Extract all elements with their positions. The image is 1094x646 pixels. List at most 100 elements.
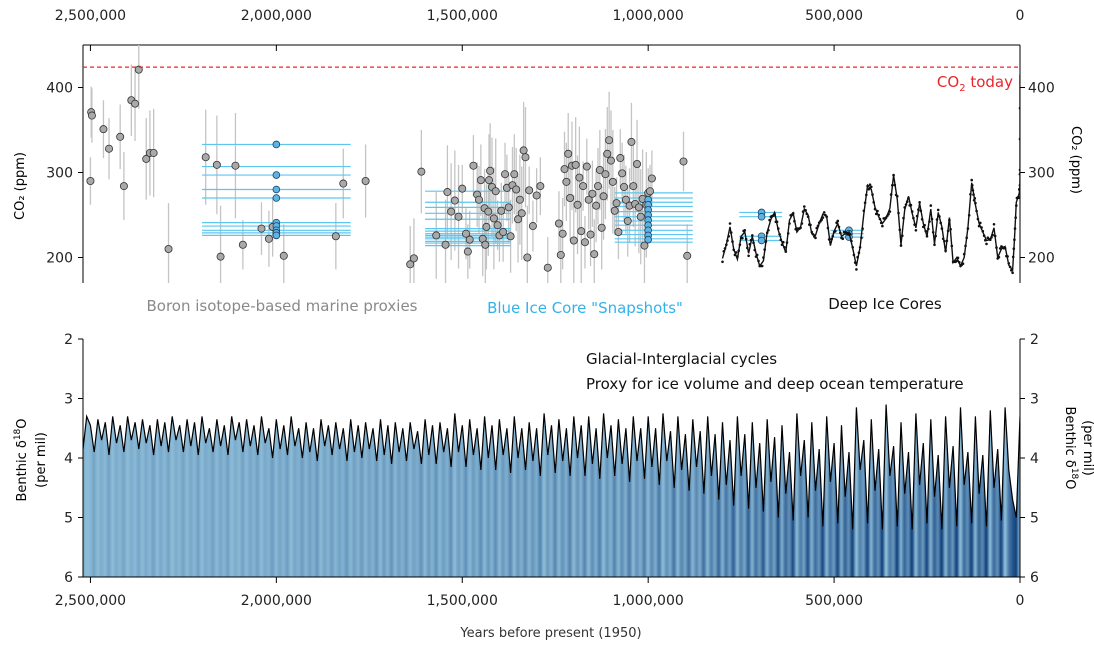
boron-point [264, 234, 273, 243]
deep-ice-point [865, 193, 868, 197]
boron-point [606, 156, 615, 165]
boron-point [523, 253, 532, 262]
boron-point [564, 149, 573, 158]
deep-ice-point [721, 260, 724, 264]
deep-ice-point [920, 218, 924, 221]
co2-right-tick-label: 400 [1028, 81, 1055, 97]
boron-point [618, 169, 627, 178]
boron-point [87, 111, 96, 120]
deep-ice-point [837, 225, 841, 229]
boron-point [149, 148, 158, 157]
boron-point [485, 176, 494, 185]
boron-point [562, 177, 571, 186]
deep-ice-point [1013, 227, 1017, 230]
deep-ice-point [765, 231, 769, 235]
benthic-right-tick-label: 5 [1030, 511, 1039, 527]
boron-point [515, 195, 524, 204]
deep-ice-point [974, 201, 977, 205]
deep-ice-point [961, 262, 965, 266]
deep-ice-point [1012, 247, 1016, 250]
boron-point [627, 137, 636, 146]
deep-ice-point [1017, 196, 1020, 199]
deep-ice-point [977, 224, 981, 228]
deep-ice-point [743, 229, 747, 232]
deep-ice-series [721, 74, 1020, 273]
boron-point [592, 201, 601, 210]
boron-point [646, 187, 655, 196]
boron-point [406, 260, 415, 269]
deep-ice-point [969, 193, 972, 196]
deep-ice-point [941, 237, 945, 241]
deep-ice-point [1018, 187, 1020, 190]
deep-ice-point [737, 249, 740, 252]
deep-ice-point [852, 253, 856, 257]
boron-point [463, 247, 472, 256]
co2-y-ticks: 200 200 300 300 400 400 [46, 81, 1054, 267]
boron-point [231, 161, 240, 170]
boron-point [580, 238, 589, 247]
deep-ice-point [826, 226, 830, 230]
deep-ice-point [972, 199, 976, 202]
deep-ice-point [918, 201, 921, 204]
deep-ice-point [747, 254, 750, 258]
boron-point [603, 149, 612, 158]
deep-ice-point [791, 212, 795, 215]
boron-point [517, 209, 526, 218]
boron-point [582, 162, 591, 171]
co2-left-tick-label: 200 [46, 251, 73, 267]
co2-right-tick-label: 300 [1028, 166, 1055, 182]
deep-ice-point [853, 261, 857, 264]
benthic-left-tick-label: 3 [64, 392, 73, 408]
boron-point [212, 160, 221, 169]
deep-ice-point [995, 246, 998, 249]
deep-ice-point [829, 240, 832, 244]
deep-ice-point [991, 233, 994, 237]
benthic-right-tick-label: 3 [1030, 392, 1039, 408]
boron-point [566, 193, 575, 202]
deep-ice-point [804, 208, 807, 212]
boron-point [331, 232, 340, 241]
boron-point [614, 227, 623, 236]
blue-ice-point [272, 185, 281, 194]
deep-ice-point [965, 236, 968, 239]
deep-ice-point [783, 246, 786, 249]
deep-ice-point [841, 237, 845, 241]
boron-point [486, 166, 495, 175]
deep-ice-point [734, 251, 738, 254]
bottom-x-ticks: 2,500,000 2,000,000 1,500,000 1,000,000 500,… [55, 577, 1024, 609]
bottom-x-tick-label: 500,000 [805, 593, 863, 609]
deep-ice-point [749, 238, 753, 242]
boron-point [99, 125, 108, 134]
deep-ice-point [857, 251, 861, 254]
deep-ice-point [1018, 168, 1020, 172]
deep-ice-point [873, 207, 877, 211]
boron-point [465, 235, 474, 244]
deep-ice-point [728, 222, 732, 225]
benthic-left-axis-label: Benthic δ18O [13, 418, 30, 501]
boron-point [450, 196, 459, 205]
deep-ice-point [910, 210, 914, 213]
deep-ice-point [892, 173, 895, 177]
boron-point [623, 216, 632, 225]
deep-ice-point [746, 246, 749, 250]
boron-points [86, 65, 692, 272]
boron-point [579, 182, 588, 191]
blue-ice-point [644, 235, 652, 244]
deep-ice-points [721, 106, 1020, 275]
top-x-tick-label: 1,500,000 [427, 8, 498, 24]
annotation-line-2: Proxy for ice volume and deep ocean temp… [586, 375, 964, 393]
deep-ice-point [1008, 265, 1012, 269]
deep-ice-point [979, 221, 982, 225]
co2-panel: 2,500,000 2,000,000 1,500,000 1,000,000 500,… [13, 8, 1083, 317]
deep-ice-point [901, 234, 904, 237]
deep-ice-section-label: Deep Ice Cores [828, 295, 942, 313]
boron-point [519, 146, 528, 155]
deep-ice-point [803, 205, 806, 208]
deep-ice-point [958, 261, 961, 264]
deep-ice-point [931, 231, 935, 234]
deep-ice-point [779, 238, 783, 242]
blue-ice-point [272, 171, 281, 179]
deep-ice-point [879, 221, 883, 225]
boron-point [482, 222, 491, 231]
boron-point [257, 224, 266, 233]
